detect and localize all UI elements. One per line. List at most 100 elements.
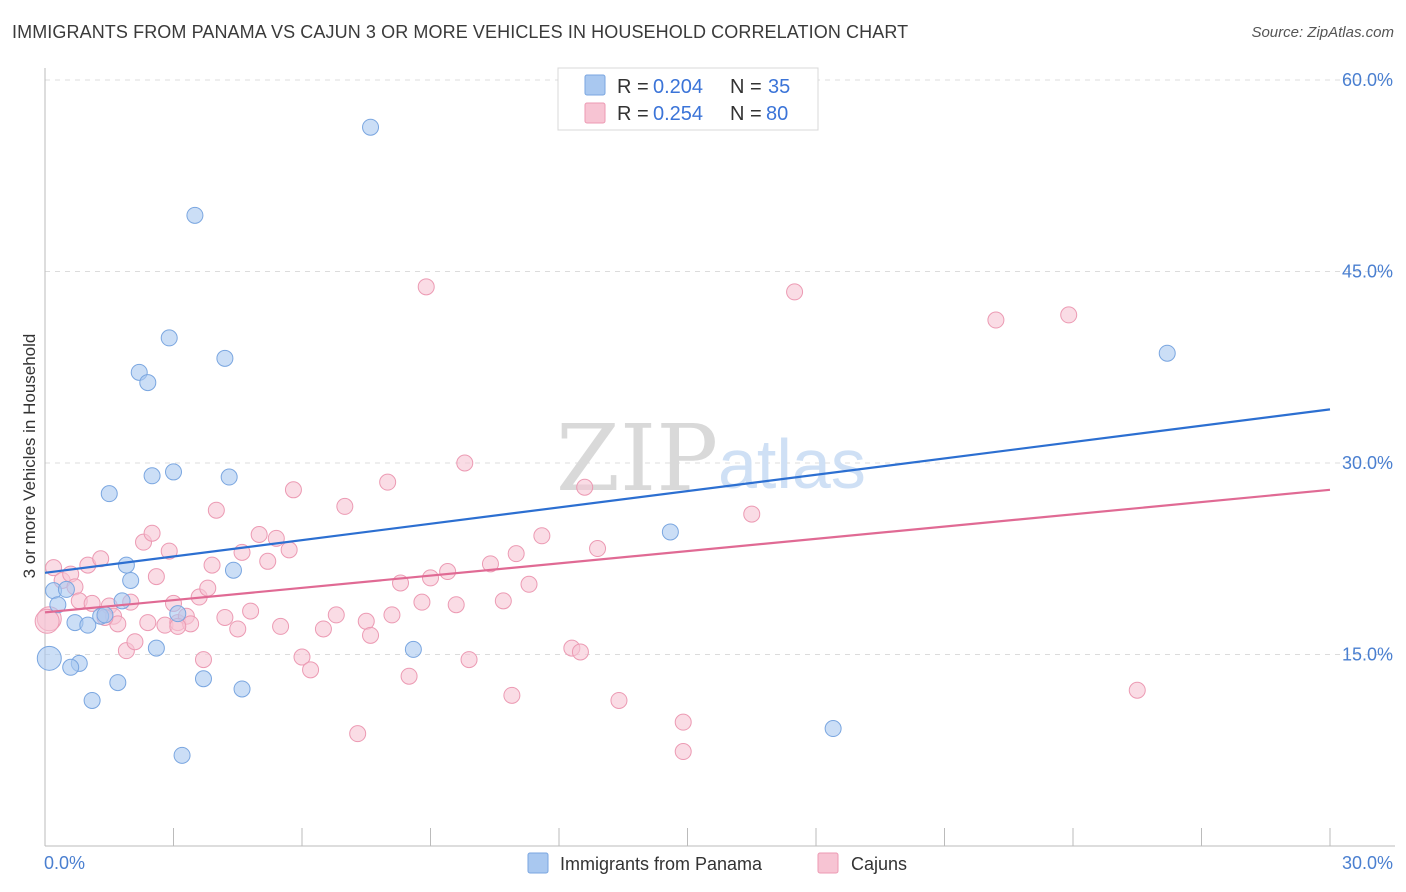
legend-r-label-cajuns: R = xyxy=(617,103,649,125)
y-tick-label: 45.0% xyxy=(1342,262,1393,282)
bottom-legend-swatch-cajuns xyxy=(817,852,839,874)
legend-swatch-cajuns xyxy=(584,102,606,124)
tick-labels: 15.0% 30.0% 45.0% 60.0% 0.0% 30.0% xyxy=(44,70,1393,873)
trend-lines xyxy=(44,408,1331,614)
data-point-panama xyxy=(661,523,679,541)
data-point-cajuns xyxy=(216,608,234,626)
data-point-panama xyxy=(160,329,178,347)
y-tick-label: 60.0% xyxy=(1342,70,1393,90)
data-point-panama xyxy=(824,720,842,738)
y-tick-label: 30.0% xyxy=(1342,453,1393,473)
data-point-panama xyxy=(224,561,242,579)
data-point-cajuns xyxy=(422,569,439,587)
data-point-cajuns xyxy=(34,608,60,634)
data-point-cajuns xyxy=(379,473,397,491)
bottom-legend-label-cajuns: Cajuns xyxy=(851,854,907,874)
data-point-cajuns xyxy=(336,497,354,515)
data-point-cajuns xyxy=(400,667,418,685)
data-point-cajuns xyxy=(327,606,345,624)
data-point-cajuns xyxy=(447,596,465,614)
data-point-panama xyxy=(83,691,101,709)
data-point-cajuns xyxy=(481,555,499,573)
data-point-cajuns xyxy=(987,311,1005,329)
data-point-cajuns xyxy=(413,593,431,611)
data-point-cajuns xyxy=(259,552,277,570)
legend-n-label-panama: N = xyxy=(730,76,762,98)
legend-n-label-cajuns: N = xyxy=(730,103,762,125)
data-point-panama xyxy=(117,556,135,574)
data-point-panama xyxy=(362,118,380,136)
data-point-cajuns xyxy=(589,540,607,558)
data-point-cajuns xyxy=(194,651,212,669)
data-point-cajuns xyxy=(494,592,512,610)
data-point-cajuns xyxy=(160,542,178,560)
data-point-cajuns xyxy=(576,478,594,496)
data-point-cajuns xyxy=(743,505,761,523)
watermark-atlas: atlas xyxy=(718,425,866,503)
data-point-panama xyxy=(57,580,75,598)
data-point-cajuns xyxy=(456,454,474,472)
data-point-cajuns xyxy=(533,527,551,545)
legend-n-value-panama: 35 xyxy=(768,76,790,98)
x-tick-label: 0.0% xyxy=(44,853,85,873)
data-point-panama xyxy=(143,467,161,485)
trend-line-panama xyxy=(44,408,1331,574)
bottom-legend-swatch-panama xyxy=(527,852,549,874)
bottom-legend-label-panama: Immigrants from Panama xyxy=(560,854,763,874)
data-point-cajuns xyxy=(203,556,221,574)
data-point-panama xyxy=(194,670,212,688)
data-point-cajuns xyxy=(293,648,311,666)
data-point-cajuns xyxy=(571,643,589,661)
data-point-cajuns xyxy=(284,481,302,499)
axes xyxy=(44,68,1395,847)
legend-r-value-cajuns: 0.254 xyxy=(653,103,703,125)
data-point-cajuns xyxy=(507,545,525,563)
data-point-panama xyxy=(139,374,157,392)
data-point-cajuns xyxy=(207,501,225,519)
data-point-cajuns xyxy=(139,614,157,632)
data-point-cajuns xyxy=(126,633,144,651)
data-point-cajuns xyxy=(417,278,435,296)
data-point-panama xyxy=(165,463,182,481)
data-point-cajuns xyxy=(1128,681,1146,699)
data-point-cajuns xyxy=(786,283,804,301)
chart-title: IMMIGRANTS FROM PANAMA VS CAJUN 3 OR MOR… xyxy=(12,22,909,42)
y-tick-label: 15.0% xyxy=(1342,645,1393,665)
data-point-cajuns xyxy=(250,525,268,543)
data-point-cajuns xyxy=(520,575,538,593)
data-point-cajuns xyxy=(674,743,692,761)
watermark: ZIP atlas xyxy=(556,405,866,512)
data-point-panama xyxy=(147,639,165,657)
data-point-cajuns xyxy=(272,617,290,635)
data-point-cajuns xyxy=(302,661,320,679)
data-point-panama xyxy=(62,658,80,676)
data-point-cajuns xyxy=(229,620,247,638)
data-point-cajuns xyxy=(314,620,332,638)
data-point-panama xyxy=(122,571,140,589)
chart-source: Source: ZipAtlas.com xyxy=(1251,24,1394,41)
data-point-panama xyxy=(186,206,204,224)
data-point-panama xyxy=(173,746,191,764)
legend: R = 0.204 N = 35 R = 0.254 N = 80 xyxy=(557,67,819,131)
data-point-panama xyxy=(96,606,114,624)
data-point-panama xyxy=(233,680,251,698)
data-point-cajuns xyxy=(460,651,478,669)
data-point-cajuns xyxy=(357,612,375,630)
data-point-panama xyxy=(36,645,62,671)
data-point-panama xyxy=(220,468,238,486)
legend-r-value-panama: 0.204 xyxy=(653,76,703,98)
legend-r-label-panama: R = xyxy=(617,76,649,98)
data-point-panama xyxy=(109,674,127,692)
data-point-cajuns xyxy=(439,563,457,581)
x-tick-label: 30.0% xyxy=(1342,853,1393,873)
data-point-panama xyxy=(404,640,422,658)
data-point-cajuns xyxy=(280,541,298,559)
y-axis-label: 3 or more Vehicles in Household xyxy=(20,334,39,579)
data-point-panama xyxy=(49,596,67,614)
bottom-legend: Immigrants from Panama Cajuns xyxy=(527,852,907,874)
data-point-cajuns xyxy=(242,602,260,620)
data-point-cajuns xyxy=(610,691,628,709)
data-point-cajuns xyxy=(1060,306,1078,324)
data-point-cajuns xyxy=(362,626,380,644)
